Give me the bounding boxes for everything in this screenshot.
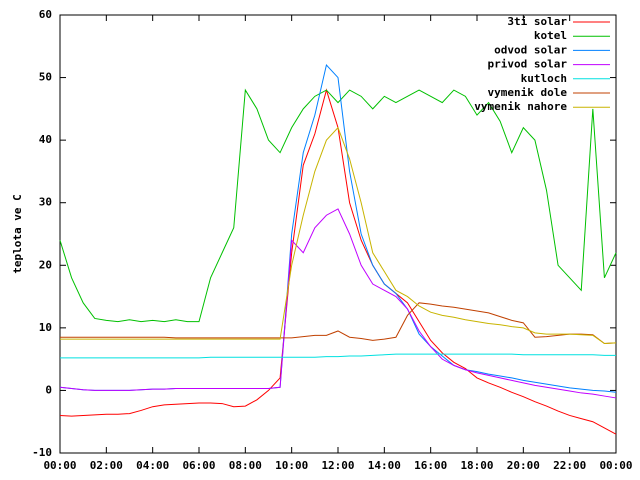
x-tick-label: 20:00 xyxy=(507,459,540,472)
series-line xyxy=(59,208,617,399)
x-tick-label: 08:00 xyxy=(229,459,262,472)
y-tick-label: 60 xyxy=(39,8,52,21)
x-tick-label: 16:00 xyxy=(414,459,447,472)
legend-label: vymenik dole xyxy=(488,86,568,99)
legend-label: privod solar xyxy=(488,58,568,71)
x-tick-label: 06:00 xyxy=(182,459,215,472)
y-axis-label: teplota ve C xyxy=(11,194,24,273)
x-tick-label: 00:00 xyxy=(599,459,632,472)
series-line xyxy=(59,88,617,435)
y-tick-label: 20 xyxy=(39,258,52,271)
x-tick-label: 02:00 xyxy=(90,459,123,472)
x-tick-label: 04:00 xyxy=(136,459,169,472)
x-tick-label: 00:00 xyxy=(43,459,76,472)
series-line xyxy=(60,353,616,359)
y-tick-label: 50 xyxy=(39,71,52,84)
y-tick-label: 40 xyxy=(39,133,52,146)
legend-label: 3ti solar xyxy=(507,15,567,28)
x-tick-label: 18:00 xyxy=(460,459,493,472)
series-line xyxy=(59,88,617,323)
y-tick-label: 10 xyxy=(39,321,52,334)
x-tick-label: 12:00 xyxy=(321,459,354,472)
series-line xyxy=(60,302,617,345)
legend-label: kutloch xyxy=(521,72,567,85)
series-line xyxy=(60,126,617,345)
x-tick-label: 22:00 xyxy=(553,459,586,472)
legend-label: odvod solar xyxy=(494,43,567,56)
y-tick-label: 30 xyxy=(39,196,52,209)
y-tick-label: -10 xyxy=(32,446,52,459)
y-tick-label: 0 xyxy=(45,383,52,396)
legend-label: vymenik nahore xyxy=(474,100,567,113)
series-line xyxy=(59,64,617,393)
legend-label: kotel xyxy=(534,29,567,42)
x-tick-label: 10:00 xyxy=(275,459,308,472)
x-tick-label: 14:00 xyxy=(368,459,401,472)
